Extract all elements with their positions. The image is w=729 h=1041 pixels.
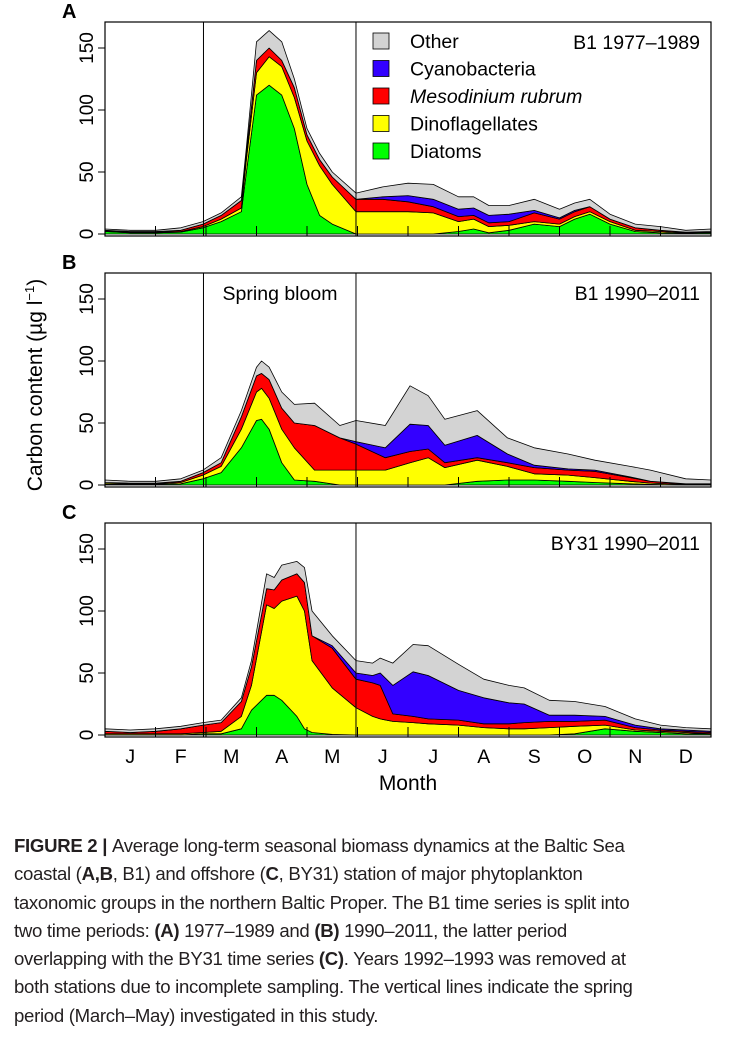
caption-segment: coastal (: [14, 863, 82, 885]
caption-line: both stations due to incomplete sampling…: [14, 973, 719, 1001]
y-tick-label: 100: [77, 595, 98, 627]
month-label: M: [223, 746, 239, 768]
area-mesodinium-rubrum: [104, 47, 712, 234]
caption-segment: 1990–2011, the latter period: [339, 919, 567, 941]
panel-label: A: [62, 1, 76, 23]
y-tick-label: 0: [77, 480, 98, 491]
month-label: N: [628, 746, 642, 768]
y-tick-label: 100: [77, 345, 98, 377]
month-label: J: [125, 746, 135, 768]
caption-segment: taxonomic groups in the northern Baltic …: [14, 891, 630, 913]
caption-line: FIGURE 2 | Average long-term seasonal bi…: [14, 832, 719, 860]
y-axis-label-text: Carbon content (µg l: [24, 301, 47, 492]
caption-segment: overlapping with the BY31 time series: [14, 948, 319, 970]
figure-caption: FIGURE 2 | Average long-term seasonal bi…: [14, 832, 719, 1030]
caption-segment: Average long-term seasonal biomass dynam…: [112, 835, 625, 856]
y-tick-label: 50: [77, 412, 98, 433]
caption-segment: , B1) and offshore (: [112, 863, 266, 885]
y-axis-label-close: ): [24, 279, 47, 286]
y-tick-label: 100: [77, 94, 98, 126]
panel-title: BY31 1990–2011: [551, 533, 700, 555]
legend-label-other: Other: [410, 31, 459, 53]
spring-bloom-annotation: Spring bloom: [223, 283, 338, 305]
caption-segment: 1977–1989 and: [179, 919, 315, 941]
legend-label-cyanobacteria: Cyanobacteria: [410, 59, 536, 81]
panel-label: B: [62, 252, 76, 274]
legend-swatch-dinoflagellates: [372, 115, 390, 132]
month-label: O: [577, 746, 592, 768]
caption-line: two time periods: (A) 1977–1989 and (B) …: [14, 917, 719, 945]
panel-title: B1 1990–2011: [575, 283, 700, 305]
caption-line: period (March–May) investigated in this …: [14, 1002, 719, 1030]
caption-segment: (A): [154, 919, 180, 941]
y-tick-label: 150: [77, 533, 98, 565]
y-axis-label-superscript: −1: [22, 286, 37, 301]
month-label: J: [428, 746, 438, 768]
caption-line: taxonomic groups in the northern Baltic …: [14, 889, 719, 917]
caption-segment: both stations due to incomplete sampling…: [14, 976, 633, 998]
panel-title: B1 1977–1989: [573, 32, 700, 54]
month-label: M: [324, 746, 340, 768]
month-label: S: [528, 746, 541, 768]
legend-swatch-other: [372, 32, 390, 50]
caption-segment: FIGURE 2 |: [14, 835, 112, 856]
caption-segment: period (March–May) investigated in this …: [14, 1004, 379, 1026]
caption-segment: A,B: [81, 863, 113, 885]
y-tick-label: 150: [77, 283, 98, 315]
panel-label: C: [62, 502, 76, 524]
caption-line: overlapping with the BY31 time series (C…: [14, 945, 719, 973]
month-label: D: [679, 746, 693, 768]
caption-segment: C: [265, 863, 279, 885]
month-label: J: [378, 746, 388, 768]
month-label: F: [175, 746, 187, 768]
legend-swatch-cyanobacteria: [372, 60, 390, 77]
legend-swatch-mesodinium-rubrum: [372, 87, 390, 105]
legend: Other Cyanobacteria Mesodinium rubrum Dinof…: [372, 31, 582, 163]
caption-segment: . Years 1992–1993 was removed at: [343, 948, 626, 970]
month-label: A: [275, 746, 288, 768]
y-axis-label: Carbon content (µg l−1): [22, 279, 47, 492]
caption-segment: (B): [314, 919, 340, 941]
y-tick-label: 50: [77, 161, 98, 182]
y-tick-label: 50: [77, 662, 98, 683]
y-tick-label: 0: [77, 730, 98, 741]
x-axis-label: Month: [379, 772, 437, 795]
legend-label-mesodinium-rubrum: Mesodinium rubrum: [410, 86, 582, 108]
legend-label-diatoms: Diatoms: [410, 141, 482, 163]
caption-line: coastal (A,B, B1) and offshore (C, BY31)…: [14, 860, 719, 888]
caption-segment: , BY31) station of major phytoplankton: [278, 863, 583, 885]
legend-label-dinoflagellates: Dinoflagellates: [410, 114, 538, 136]
y-tick-label: 0: [77, 229, 98, 240]
caption-segment: (C): [318, 948, 344, 970]
caption-segment: two time periods:: [14, 919, 155, 941]
y-tick-label: 150: [77, 32, 98, 64]
month-label: A: [477, 746, 490, 768]
legend-swatch-diatoms: [372, 142, 390, 160]
